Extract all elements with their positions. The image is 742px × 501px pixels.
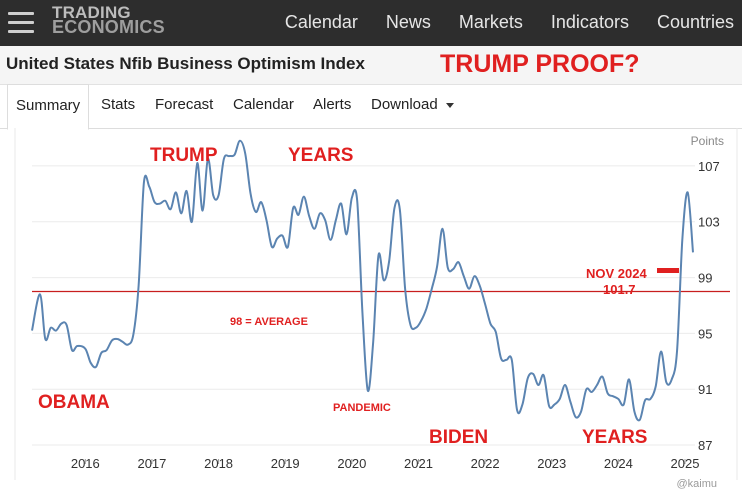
x-tick-label: 2025 bbox=[671, 456, 700, 471]
x-tick-label: 2019 bbox=[271, 456, 300, 471]
site-logo[interactable]: TRADING ECONOMICS bbox=[52, 3, 165, 37]
y-tick-label: 91 bbox=[698, 382, 712, 397]
x-tick-label: 2024 bbox=[604, 456, 633, 471]
y-tick-label: 95 bbox=[698, 326, 712, 341]
annotation-nov-value: 101.7 bbox=[603, 282, 636, 297]
y-unit-label: Points bbox=[691, 134, 724, 148]
annotation-headline: TRUMP PROOF? bbox=[440, 50, 640, 78]
series-line bbox=[31, 139, 694, 422]
top-navbar: TRADING ECONOMICS Calendar News Markets … bbox=[0, 0, 742, 46]
y-tick-label: 103 bbox=[698, 215, 720, 230]
caret-down-icon bbox=[445, 102, 454, 108]
x-tick-label: 2017 bbox=[137, 456, 166, 471]
x-tick-label: 2016 bbox=[71, 456, 100, 471]
watermark: @kaimu bbox=[676, 478, 717, 490]
tab-download[interactable]: Download bbox=[371, 84, 454, 128]
nav-indicators[interactable]: Indicators bbox=[550, 12, 629, 32]
tab-calendar[interactable]: Calendar bbox=[233, 96, 294, 113]
nav-calendar[interactable]: Calendar bbox=[284, 12, 358, 32]
x-tick-label: 2018 bbox=[204, 456, 233, 471]
nav-markets[interactable]: Markets bbox=[458, 12, 523, 32]
tab-stats[interactable]: Stats bbox=[101, 96, 136, 113]
title-bar: United States Nfib Business Optimism Ind… bbox=[0, 46, 742, 85]
tab-bar: Summary Stats Forecast Calendar Alerts D… bbox=[0, 84, 742, 130]
x-tick-label: 2023 bbox=[537, 456, 566, 471]
annotation-years-1: YEARS bbox=[288, 145, 353, 166]
main-nav: Calendar News Markets Indicators Countri… bbox=[285, 12, 734, 33]
y-tick-label: 107 bbox=[698, 159, 720, 174]
x-tick-label: 2022 bbox=[471, 456, 500, 471]
y-tick-label: 99 bbox=[698, 271, 712, 286]
x-tick-label: 2021 bbox=[404, 456, 433, 471]
nav-countries[interactable]: Countries bbox=[656, 12, 734, 32]
tab-forecast[interactable]: Forecast bbox=[155, 96, 214, 113]
annotation-biden: BIDEN bbox=[429, 427, 488, 448]
x-tick-label: 2020 bbox=[337, 456, 366, 471]
annotation-trump: TRUMP bbox=[150, 145, 218, 166]
y-axis-ticks: 87 91 95 99 103 107 bbox=[698, 159, 720, 453]
logo-line-1: TRADING bbox=[52, 3, 131, 22]
tab-alerts[interactable]: Alerts bbox=[313, 96, 352, 113]
logo-line-2: ECONOMICS bbox=[52, 17, 165, 37]
annotation-average: 98 = AVERAGE bbox=[230, 316, 308, 328]
annotation-nov-2024: NOV 2024 bbox=[586, 266, 647, 281]
annotation-pandemic: PANDEMIC bbox=[333, 402, 391, 414]
x-axis-ticks: 2016 2017 2018 2019 2020 2021 2022 2023 2024 2025 bbox=[71, 456, 700, 471]
nav-news[interactable]: News bbox=[385, 12, 431, 32]
y-tick-label: 87 bbox=[698, 438, 712, 453]
annotation-obama: OBAMA bbox=[38, 392, 110, 413]
annotation-years-2: YEARS bbox=[582, 427, 647, 448]
page-title: United States Nfib Business Optimism Ind… bbox=[6, 54, 365, 73]
nov-2024-marker bbox=[657, 268, 679, 273]
hamburger-menu-icon[interactable] bbox=[8, 12, 34, 34]
tab-download-label: Download bbox=[371, 96, 438, 113]
tab-summary[interactable]: Summary bbox=[7, 84, 90, 130]
